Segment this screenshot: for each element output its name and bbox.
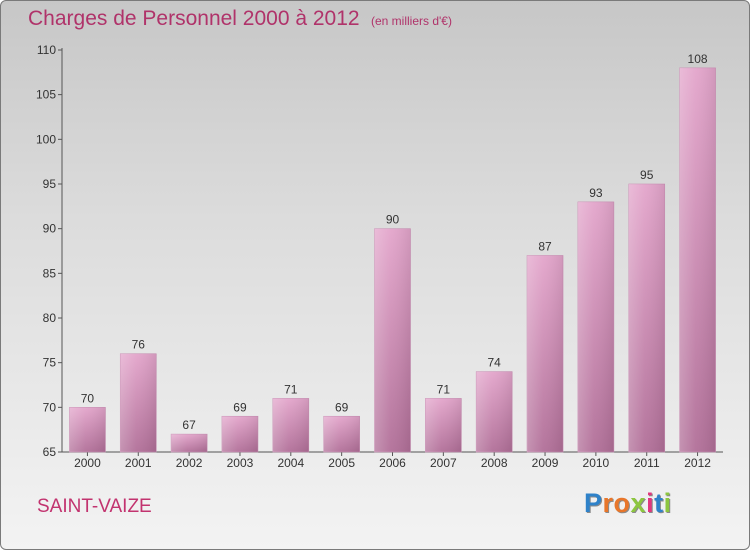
value-label-2010: 93 bbox=[589, 186, 603, 200]
y-tick-label: 85 bbox=[43, 266, 57, 280]
bar-shine-2011 bbox=[628, 184, 665, 452]
x-tick-label: 2007 bbox=[430, 456, 457, 470]
value-label-2008: 74 bbox=[488, 356, 502, 370]
x-tick-label: 2008 bbox=[481, 456, 508, 470]
y-tick-label: 105 bbox=[36, 88, 56, 102]
bar-shine-2005 bbox=[323, 416, 360, 452]
value-label-2011: 95 bbox=[640, 168, 654, 182]
data-labels: 70 76 67 69 71 69 90 71 74 87 93 95 108 bbox=[81, 52, 708, 432]
x-tick-label: 2000 bbox=[74, 456, 101, 470]
value-label-2002: 67 bbox=[182, 418, 196, 432]
bar-shine-2002 bbox=[171, 434, 208, 452]
x-tick-label: 2001 bbox=[125, 456, 152, 470]
x-tick-label: 2004 bbox=[277, 456, 304, 470]
y-tick-label: 80 bbox=[43, 311, 57, 325]
value-label-2005: 69 bbox=[335, 400, 349, 414]
bar-shine-2012 bbox=[679, 67, 716, 452]
value-label-2004: 71 bbox=[284, 382, 298, 396]
unit-note: (en milliers d'€) bbox=[371, 14, 452, 28]
value-label-2012: 108 bbox=[688, 52, 708, 66]
value-label-2006: 90 bbox=[386, 213, 400, 227]
bar-shine-2010 bbox=[577, 201, 614, 452]
y-tick-label: 70 bbox=[43, 400, 57, 414]
x-tick-label: 2005 bbox=[328, 456, 355, 470]
chart-title: Charges de Personnel 2000 à 2012 bbox=[28, 7, 360, 30]
y-tick-label: 75 bbox=[43, 356, 57, 370]
value-label-2009: 87 bbox=[538, 239, 552, 253]
bar-shine-2003 bbox=[221, 416, 258, 452]
commune-name: SAINT-VAIZE bbox=[37, 496, 152, 517]
bar-shine-2004 bbox=[272, 398, 309, 452]
y-tick-label: 90 bbox=[43, 222, 57, 236]
bar-shine-2001 bbox=[120, 353, 157, 452]
x-tick-label: 2011 bbox=[634, 456, 660, 470]
bar-shine-2009 bbox=[527, 255, 564, 452]
bar-shine-2000 bbox=[69, 407, 106, 452]
y-tick-label: 95 bbox=[43, 177, 57, 191]
x-tick-label: 2009 bbox=[532, 456, 559, 470]
y-tick-label: 110 bbox=[37, 43, 56, 57]
x-tick-label: 2006 bbox=[379, 456, 406, 470]
x-tick-label: 2003 bbox=[227, 456, 254, 470]
x-tick-label: 2002 bbox=[176, 456, 203, 470]
bar-shine-2006 bbox=[374, 228, 411, 452]
bar-shine-2008 bbox=[476, 371, 513, 452]
bars bbox=[69, 67, 716, 453]
y-tick-label: 65 bbox=[43, 445, 57, 459]
proxiti-logo: Proxiti bbox=[584, 488, 672, 518]
value-label-2007: 71 bbox=[437, 382, 451, 396]
bar-shine-2007 bbox=[425, 398, 462, 452]
value-label-2003: 69 bbox=[233, 400, 247, 414]
y-tick-label: 100 bbox=[36, 132, 56, 146]
x-tick-label: 2010 bbox=[583, 456, 610, 470]
x-tick-label: 2012 bbox=[684, 456, 711, 470]
value-label-2001: 76 bbox=[132, 338, 146, 352]
value-label-2000: 70 bbox=[81, 391, 95, 405]
